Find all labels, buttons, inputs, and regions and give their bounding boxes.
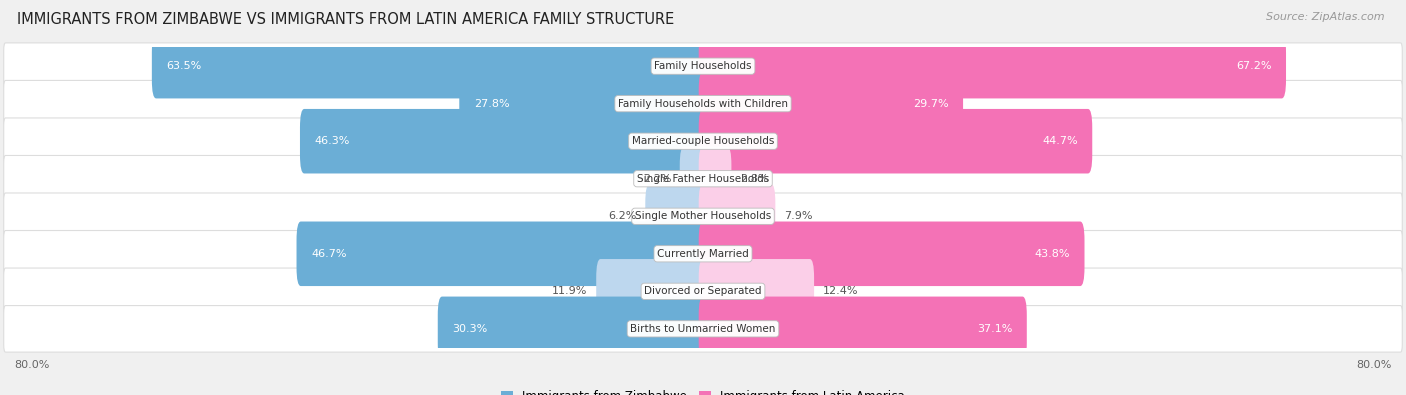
FancyBboxPatch shape — [699, 71, 963, 136]
FancyBboxPatch shape — [460, 71, 707, 136]
Text: Family Households: Family Households — [654, 61, 752, 71]
FancyBboxPatch shape — [699, 109, 1092, 173]
Text: 67.2%: 67.2% — [1236, 61, 1271, 71]
FancyBboxPatch shape — [645, 184, 707, 248]
Text: 44.7%: 44.7% — [1042, 136, 1077, 146]
Text: Single Father Households: Single Father Households — [637, 174, 769, 184]
Text: 7.9%: 7.9% — [785, 211, 813, 221]
Text: 2.2%: 2.2% — [643, 174, 671, 184]
FancyBboxPatch shape — [4, 118, 1402, 164]
Text: IMMIGRANTS FROM ZIMBABWE VS IMMIGRANTS FROM LATIN AMERICA FAMILY STRUCTURE: IMMIGRANTS FROM ZIMBABWE VS IMMIGRANTS F… — [17, 12, 673, 27]
FancyBboxPatch shape — [596, 259, 707, 324]
FancyBboxPatch shape — [699, 34, 1286, 98]
Text: 6.2%: 6.2% — [609, 211, 637, 221]
Legend: Immigrants from Zimbabwe, Immigrants from Latin America: Immigrants from Zimbabwe, Immigrants fro… — [496, 385, 910, 395]
Text: Single Mother Households: Single Mother Households — [636, 211, 770, 221]
Text: 11.9%: 11.9% — [553, 286, 588, 296]
FancyBboxPatch shape — [4, 43, 1402, 89]
Text: Married-couple Households: Married-couple Households — [631, 136, 775, 146]
FancyBboxPatch shape — [699, 184, 775, 248]
Text: Family Households with Children: Family Households with Children — [619, 99, 787, 109]
Text: Divorced or Separated: Divorced or Separated — [644, 286, 762, 296]
FancyBboxPatch shape — [4, 156, 1402, 202]
Text: 63.5%: 63.5% — [166, 61, 201, 71]
Text: 29.7%: 29.7% — [912, 99, 949, 109]
Text: 43.8%: 43.8% — [1035, 249, 1070, 259]
FancyBboxPatch shape — [152, 34, 707, 98]
Text: Source: ZipAtlas.com: Source: ZipAtlas.com — [1267, 12, 1385, 22]
FancyBboxPatch shape — [699, 297, 1026, 361]
FancyBboxPatch shape — [699, 259, 814, 324]
Text: 2.8%: 2.8% — [740, 174, 769, 184]
FancyBboxPatch shape — [4, 81, 1402, 127]
FancyBboxPatch shape — [679, 147, 707, 211]
Text: Currently Married: Currently Married — [657, 249, 749, 259]
FancyBboxPatch shape — [699, 147, 731, 211]
FancyBboxPatch shape — [297, 222, 707, 286]
FancyBboxPatch shape — [4, 268, 1402, 314]
FancyBboxPatch shape — [299, 109, 707, 173]
FancyBboxPatch shape — [437, 297, 707, 361]
Text: 12.4%: 12.4% — [823, 286, 858, 296]
FancyBboxPatch shape — [4, 306, 1402, 352]
FancyBboxPatch shape — [4, 231, 1402, 277]
Text: Births to Unmarried Women: Births to Unmarried Women — [630, 324, 776, 334]
Text: 37.1%: 37.1% — [977, 324, 1012, 334]
Text: 30.3%: 30.3% — [453, 324, 488, 334]
Text: 27.8%: 27.8% — [474, 99, 509, 109]
Text: 80.0%: 80.0% — [1357, 359, 1392, 370]
FancyBboxPatch shape — [4, 193, 1402, 239]
FancyBboxPatch shape — [699, 222, 1084, 286]
Text: 46.3%: 46.3% — [315, 136, 350, 146]
Text: 46.7%: 46.7% — [311, 249, 347, 259]
Text: 80.0%: 80.0% — [14, 359, 49, 370]
